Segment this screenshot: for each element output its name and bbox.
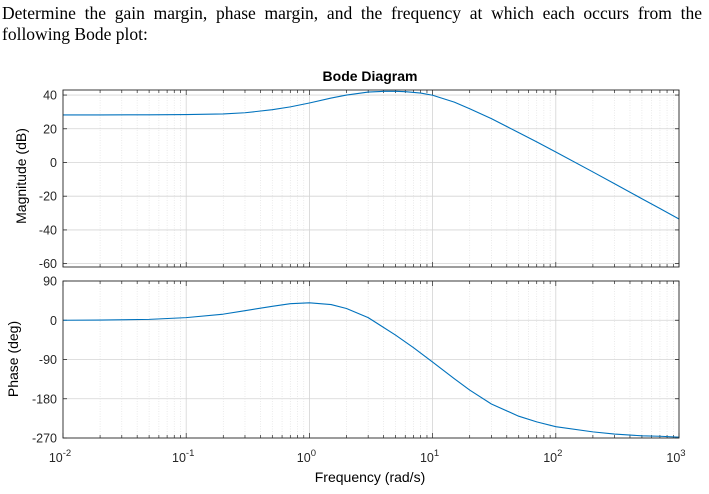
phase-axis-label: Phase (deg)	[5, 321, 21, 397]
magnitude-y-tick-label: 0	[50, 156, 57, 170]
magnitude-y-tick-label: -60	[39, 257, 57, 271]
phase-y-tick-label: -180	[32, 392, 57, 406]
question-line-1: Determine the gain margin, phase margin,…	[2, 3, 702, 23]
phase-series-line	[63, 302, 679, 438]
chart-title: Bode Diagram	[323, 68, 418, 84]
phase-y-tick-label: -90	[39, 353, 57, 367]
magnitude-y-tick-label: 40	[43, 89, 57, 103]
magnitude-axes-box	[62, 89, 680, 268]
frequency-tick-label: 103	[666, 448, 685, 465]
frequency-axis-label: Frequency (rad/s)	[315, 469, 425, 485]
question-line-2: following Bode plot:	[2, 24, 148, 44]
frequency-tick-labels: 10-2 10-1 100 101 102 103	[49, 448, 686, 465]
frequency-tick-label: 102	[543, 448, 562, 465]
frequency-tick-label: 10-2	[49, 448, 71, 465]
magnitude-y-tick-label: 20	[43, 122, 57, 136]
magnitude-series-line	[63, 90, 679, 220]
magnitude-y-tick-label: -40	[39, 223, 57, 237]
magnitude-y-tick-label: -20	[39, 190, 57, 204]
frequency-tick-label: 100	[297, 448, 316, 465]
magnitude-panel: 40 20 0 -20 -40 -60	[39, 89, 680, 271]
phase-y-tick-label: -270	[32, 432, 57, 446]
phase-y-tick-label: 0	[50, 314, 57, 328]
phase-y-tick-label: 90	[43, 275, 57, 289]
frequency-tick-label: 10-1	[172, 448, 194, 465]
magnitude-axis-label: Magnitude (dB)	[13, 128, 29, 224]
phase-axes-box	[62, 280, 680, 439]
question-text: Determine the gain margin, phase margin,…	[2, 3, 702, 45]
magnitude-plot-area	[63, 90, 679, 267]
phase-panel: 90 0 -90 -180 -270	[32, 275, 680, 446]
frequency-tick-label: 101	[420, 448, 439, 465]
